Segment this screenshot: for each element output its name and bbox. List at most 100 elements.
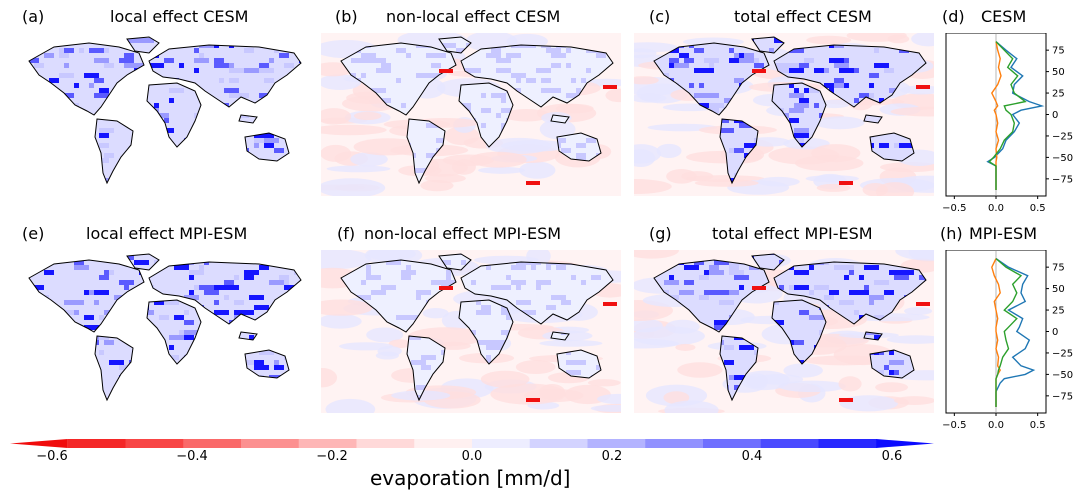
map-panel-title: total effect CESM [734, 7, 872, 26]
coastline [460, 44, 614, 108]
coastline [556, 132, 602, 162]
colorbar-segment [529, 439, 588, 448]
coastline [751, 253, 785, 271]
coastline [458, 299, 514, 365]
colorbar-segment [587, 439, 646, 448]
coastline [550, 114, 570, 124]
colorbar-segment [876, 439, 934, 448]
coastline [771, 82, 827, 148]
profile-panel-title: CESM [981, 7, 1027, 26]
coastline [719, 335, 759, 402]
colorbar-tick-label: 0.2 [601, 449, 623, 464]
profile-panel-title: MPI-ESM [969, 224, 1038, 243]
colorbar-segment [472, 439, 531, 448]
y-tick-label: −75 [1052, 391, 1073, 402]
x-tick-label: 0.0 [988, 203, 1004, 214]
coastline [719, 118, 759, 185]
colorbar-tick-label: 0.6 [881, 449, 903, 464]
coastline [148, 44, 302, 108]
map-panel-label: (b) [335, 7, 358, 26]
series-local [988, 41, 1027, 190]
coastline [556, 349, 602, 379]
coastline [28, 259, 145, 333]
coastline [751, 36, 785, 54]
coastline [238, 114, 258, 124]
zonal-profile-chart: 75 50 25 0 −25 −50 −75 −0.5 0.0 0.5 [942, 250, 1073, 431]
coastline [653, 42, 770, 116]
y-tick-label: 25 [1052, 306, 1065, 317]
map-panel-title: non-local effect CESM [386, 7, 561, 26]
profile-panel-label: (d) [942, 7, 965, 26]
colorbar-segment [818, 439, 877, 448]
coastline [771, 299, 827, 365]
map-local-mpi-esm [9, 250, 309, 413]
coastline [458, 82, 514, 148]
map-total-cesm [634, 33, 934, 196]
coastline [28, 42, 145, 116]
colorbar-segment [760, 439, 819, 448]
coastline [244, 349, 290, 379]
coastline [438, 36, 472, 54]
colorbar-segment [10, 439, 68, 448]
coastline [148, 261, 302, 325]
coastline [406, 118, 446, 185]
map-local-cesm [9, 33, 309, 196]
colorbar-segment [414, 439, 473, 448]
y-tick-label: 75 [1052, 46, 1065, 57]
map-nonlocal-cesm [321, 33, 621, 196]
coastline [146, 82, 202, 148]
coastline [244, 132, 290, 162]
coastline [94, 118, 134, 185]
coastline [340, 42, 457, 116]
coastline [773, 44, 927, 108]
y-tick-label: 50 [1052, 67, 1065, 78]
colorbar-tick-label: 0.4 [741, 449, 763, 464]
map-panel-title: total effect MPI-ESM [712, 224, 873, 243]
coastline [869, 132, 915, 162]
y-tick-label: 50 [1052, 284, 1065, 295]
colorbar-segment [67, 439, 126, 448]
coastline [863, 331, 883, 341]
x-tick-label: 0.5 [1030, 203, 1046, 214]
x-tick-label: −0.5 [942, 203, 966, 214]
y-tick-label: −25 [1052, 131, 1073, 142]
y-tick-label: −25 [1052, 348, 1073, 359]
map-panel-title: non-local effect MPI-ESM [364, 224, 562, 243]
y-tick-label: 25 [1052, 89, 1065, 100]
coastline [126, 253, 160, 271]
zonal-profile-chart: 75 50 25 0 −25 −50 −75 −0.5 0.0 0.5 [942, 33, 1073, 214]
map-nonlocal-mpi-esm [321, 250, 621, 413]
colorbar [10, 439, 934, 448]
colorbar-segment [183, 439, 242, 448]
x-tick-label: −0.5 [942, 420, 966, 431]
colorbar-label: evaporation [mm/d] [370, 466, 571, 490]
colorbar-segment [298, 439, 357, 448]
coastline [94, 335, 134, 402]
coastline [438, 253, 472, 271]
map-panel-label: (g) [649, 224, 672, 243]
colorbar-segment [356, 439, 415, 448]
map-panel-label: (a) [22, 7, 45, 26]
y-tick-label: −50 [1052, 370, 1073, 381]
y-tick-label: 75 [1052, 263, 1065, 274]
map-panel-title: local effect MPI-ESM [86, 224, 248, 243]
colorbar-tick-label: −0.6 [36, 449, 68, 464]
colorbar-tick-label: −0.4 [176, 449, 208, 464]
coastline [146, 299, 202, 365]
map-panel-label: (f) [337, 224, 356, 243]
coastline [869, 349, 915, 379]
series-total [995, 258, 1036, 407]
x-tick-label: 0.0 [988, 420, 1004, 431]
map-panel-title: local effect CESM [110, 7, 249, 26]
x-tick-label: 0.5 [1030, 420, 1046, 431]
coastline [460, 261, 614, 325]
colorbar-segment [703, 439, 762, 448]
coastline [340, 259, 457, 333]
coastline [126, 36, 160, 54]
coastline [406, 335, 446, 402]
y-tick-label: 0 [1052, 327, 1058, 338]
colorbar-segment [125, 439, 184, 448]
profile-panel-label: (h) [940, 224, 963, 243]
y-tick-label: −50 [1052, 153, 1073, 164]
coastline [550, 331, 570, 341]
